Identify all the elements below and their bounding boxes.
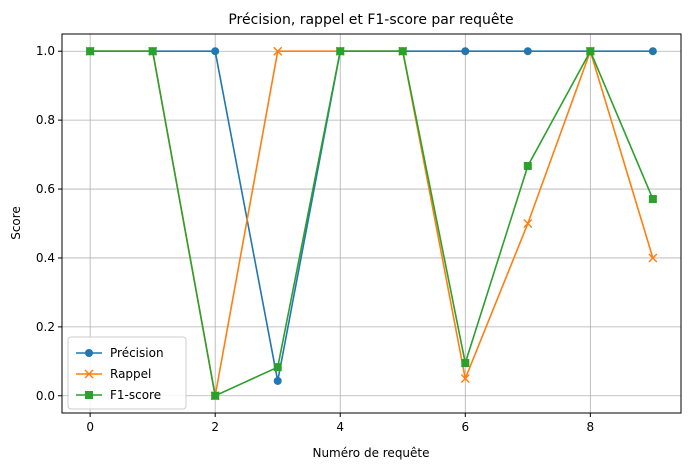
series-precision <box>86 47 657 385</box>
data-point-f1-score <box>398 47 407 56</box>
x-axis-label: Numéro de requête <box>312 446 429 460</box>
series-layer <box>85 46 658 401</box>
x-tick-label: 4 <box>336 420 344 434</box>
ticks: 0 2 4 6 8 0.0 0.2 0.4 0.6 0.8 1.0 <box>36 44 594 434</box>
data-point-f1-score <box>648 195 657 204</box>
data-point-f1-score <box>523 161 532 170</box>
y-axis-label: Score <box>9 206 23 240</box>
y-tick-label: 0.0 <box>36 389 55 403</box>
legend-item-rappel: Rappel <box>76 367 151 381</box>
data-point-f1-score <box>273 363 282 372</box>
series-line-precision <box>90 50 653 382</box>
legend-label-f1-score: F1-score <box>110 388 161 402</box>
legend-marker-precision <box>85 349 93 357</box>
data-point-precision <box>461 47 470 56</box>
data-point-rappel <box>523 219 533 228</box>
legend-item-precision: Précision <box>76 346 164 360</box>
legend: Précision Rappel F1-score <box>67 336 187 410</box>
x-tick-label: 0 <box>86 420 94 434</box>
y-tick-label: 0.4 <box>36 251 55 265</box>
x-tick-label: 2 <box>211 420 219 434</box>
data-point-precision <box>523 47 532 56</box>
data-point-f1-score <box>86 47 95 56</box>
legend-label-rappel: Rappel <box>110 367 151 381</box>
y-tick-label: 0.8 <box>36 113 55 127</box>
y-tick-label: 0.6 <box>36 182 55 196</box>
x-tick-label: 6 <box>461 420 469 434</box>
data-point-rappel <box>460 374 470 384</box>
data-point-f1-score <box>211 391 220 400</box>
x-tick-label: 8 <box>587 420 595 434</box>
data-point-rappel <box>273 46 283 56</box>
legend-label-precision: Précision <box>110 346 164 360</box>
y-tick-label: 1.0 <box>36 44 55 58</box>
y-tick-label: 0.2 <box>36 320 55 334</box>
legend-marker-f1-score <box>85 391 93 399</box>
data-point-rappel <box>648 253 658 263</box>
data-point-f1-score <box>461 359 470 368</box>
series-line-f1-score <box>90 49 654 397</box>
series-f1-score <box>86 47 657 400</box>
data-point-f1-score <box>586 47 595 56</box>
data-point-f1-score <box>336 47 345 56</box>
legend-box <box>67 336 187 410</box>
plot-frame <box>61 33 682 414</box>
data-point-f1-score <box>148 47 157 56</box>
legend-marker-rappel <box>84 369 94 379</box>
legend-item-f1-score: F1-score <box>76 388 161 402</box>
chart-title: Précision, rappel et F1-score par requêt… <box>228 12 513 28</box>
data-point-precision <box>211 47 220 56</box>
data-point-precision <box>273 376 282 385</box>
data-point-precision <box>648 47 657 56</box>
